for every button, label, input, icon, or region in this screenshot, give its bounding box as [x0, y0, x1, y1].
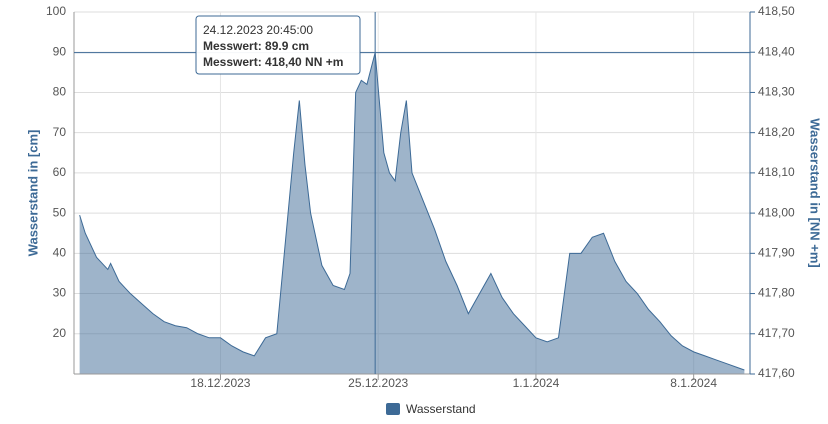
y2-tick-label: 417,90: [758, 246, 795, 260]
y-tick-label: 50: [53, 205, 67, 219]
y-tick-label: 100: [46, 4, 66, 18]
y-tick-label: 60: [53, 165, 67, 179]
legend-label: Wasserstand: [406, 402, 476, 416]
y2-tick-label: 418,50: [758, 4, 795, 18]
tooltip-line: Messwert: 418,40 NN +m: [203, 55, 343, 69]
y2-tick-label: 418,00: [758, 205, 795, 219]
y2-tick-label: 418,20: [758, 125, 795, 139]
y-tick-label: 90: [53, 44, 67, 58]
y2-tick-label: 417,60: [758, 366, 795, 380]
y2-tick-label: 418,40: [758, 44, 795, 58]
tooltip-date: 24.12.2023 20:45:00: [203, 23, 313, 37]
x-tick-label: 18.12.2023: [190, 376, 250, 390]
y2-tick-label: 417,70: [758, 326, 795, 340]
y-tick-label: 20: [53, 326, 67, 340]
tooltip-box: [195, 15, 361, 75]
y2-axis-title: Wasserstand in [NN +m]: [808, 118, 823, 267]
x-tick-label: 1.1.2024: [513, 376, 560, 390]
y-tick-label: 40: [53, 246, 67, 260]
tooltip-line: Messwert: 89.9 cm: [203, 39, 309, 53]
y-axis-title: Wasserstand in [cm]: [25, 130, 40, 257]
y-tick-label: 70: [53, 125, 67, 139]
area: [79, 52, 745, 374]
legend-swatch: [386, 403, 400, 415]
x-tick-label: 25.12.2023: [348, 376, 408, 390]
y2-tick-label: 418,30: [758, 85, 795, 99]
line: [79, 52, 745, 371]
y-tick-label: 80: [53, 85, 67, 99]
y2-tick-label: 418,10: [758, 165, 795, 179]
x-tick-label: 8.1.2024: [670, 376, 717, 390]
tooltip: 24.12.2023 20:45:00 Messwert: 89.9 cm Mess…: [195, 15, 361, 75]
y2-tick-label: 417,80: [758, 286, 795, 300]
y-tick-label: 30: [53, 286, 67, 300]
